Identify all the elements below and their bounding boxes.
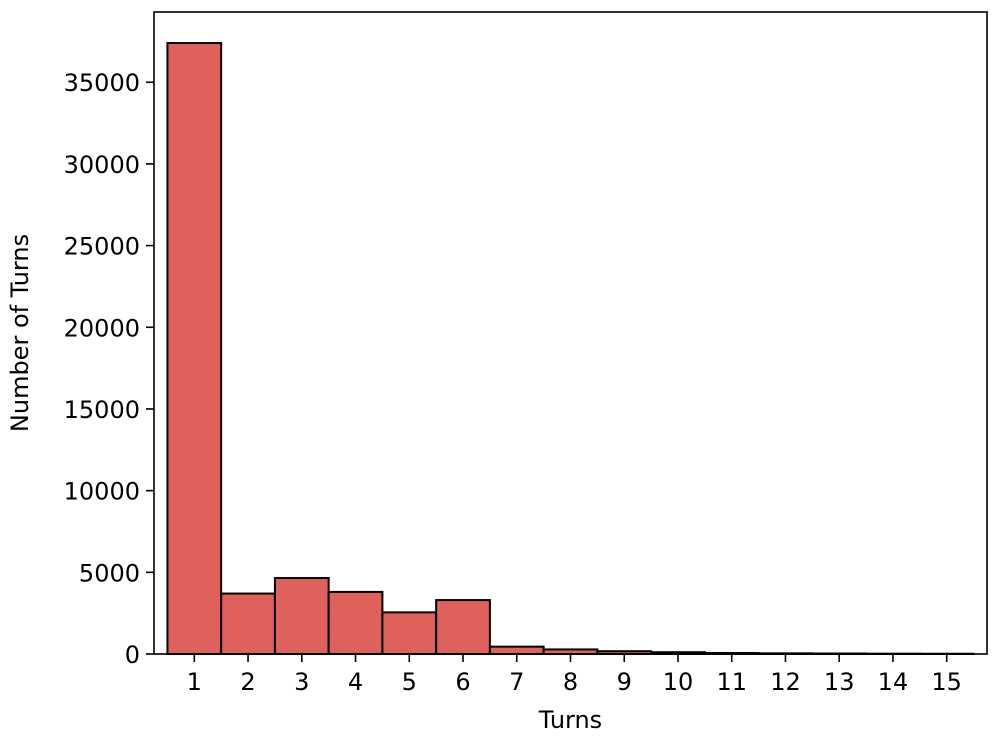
- y-tick-label-5000: 5000: [79, 559, 140, 587]
- bar-1: [166, 42, 223, 656]
- bar-5: [381, 611, 438, 655]
- y-tick-label-20000: 20000: [64, 314, 140, 342]
- x-tick-label-7: 7: [509, 668, 524, 696]
- y-tick-label-25000: 25000: [64, 233, 140, 261]
- y-tick-label-10000: 10000: [64, 478, 140, 506]
- x-tick-label-2: 2: [240, 668, 255, 696]
- y-tick-label-15000: 15000: [64, 396, 140, 424]
- x-tick-label-11: 11: [716, 668, 747, 696]
- bar-6: [435, 599, 491, 656]
- x-tick-label-10: 10: [663, 668, 694, 696]
- x-tick-label-3: 3: [294, 668, 309, 696]
- y-axis-label: Number of Turns: [6, 234, 34, 432]
- x-tick-label-4: 4: [348, 668, 363, 696]
- bar-4: [327, 590, 384, 655]
- bar-7: [488, 645, 545, 656]
- x-tick-label-5: 5: [402, 668, 417, 696]
- y-tick-label-0: 0: [125, 641, 140, 669]
- x-tick-label-1: 1: [187, 668, 202, 696]
- bars-group: [166, 42, 975, 656]
- x-tick-label-13: 13: [824, 668, 855, 696]
- y-tick-label-30000: 30000: [64, 151, 140, 179]
- x-tick-label-12: 12: [770, 668, 801, 696]
- x-ticks-group: 1 2 3 4 5 6 7 8 9 10 11 12 13 14 15: [187, 654, 962, 696]
- x-axis-label: Turns: [538, 706, 602, 734]
- x-tick-label-9: 9: [617, 668, 632, 696]
- bar-2: [220, 592, 276, 655]
- y-tick-label-35000: 35000: [64, 69, 140, 97]
- x-tick-label-8: 8: [563, 668, 578, 696]
- x-tick-label-6: 6: [455, 668, 470, 696]
- x-tick-label-14: 14: [878, 668, 909, 696]
- bar-3: [273, 577, 330, 655]
- y-ticks-group: 0 5000 10000 15000 20000 25000 30000 35000: [64, 69, 154, 669]
- x-tick-label-15: 15: [931, 668, 962, 696]
- plot-frame: [153, 11, 988, 655]
